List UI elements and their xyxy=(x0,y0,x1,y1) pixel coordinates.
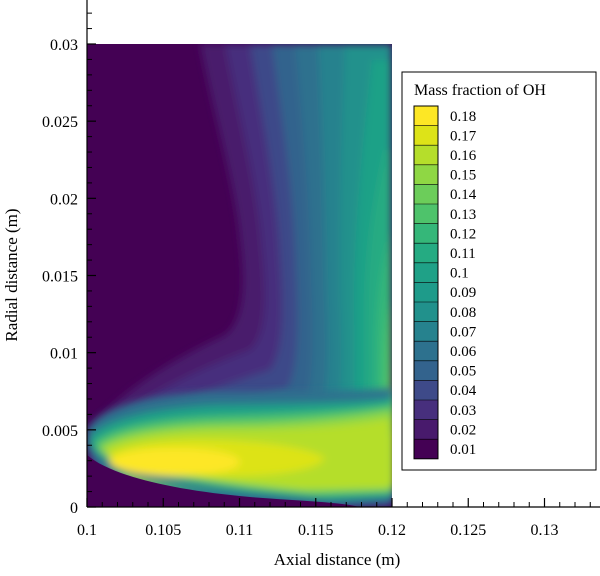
x-tick-label-0: 0.1 xyxy=(77,522,97,539)
colorbar-swatch-12 xyxy=(414,341,438,361)
colorbar-label-10: 0.08 xyxy=(450,305,476,321)
y-tick-label-5: 0.025 xyxy=(42,114,78,131)
contour-field xyxy=(87,44,392,507)
colorbar-label-11: 0.07 xyxy=(450,324,477,340)
colorbar-swatch-14 xyxy=(414,380,438,400)
colorbar-swatch-3 xyxy=(414,164,438,185)
x-tick-label-1: 0.105 xyxy=(145,522,181,539)
y-tick-label-2: 0.01 xyxy=(50,346,78,363)
colorbar-legend: Mass fraction of OH 0.18 0.17 0.16 0.15 0.14… xyxy=(401,71,597,471)
x-tick-label-6: 0.13 xyxy=(531,522,559,539)
legend-swatches: 0.18 0.17 0.16 0.15 0.14 0.13 0.12 0.11 0.1 0.09 0… xyxy=(413,105,477,460)
colorbar-label-6: 0.12 xyxy=(450,226,476,242)
colorbar-swatch-5 xyxy=(414,204,438,224)
y-tick-label-0: 0 xyxy=(70,500,78,517)
colorbar-swatch-4 xyxy=(414,184,438,204)
colorbar-label-3: 0.15 xyxy=(450,168,476,184)
colorbar-swatch-13 xyxy=(414,360,438,381)
x-ticks: 0.1 0.105 0.11 0.115 0.12 0.125 0.13 xyxy=(77,498,591,539)
colorbar-swatch-0 xyxy=(414,106,438,126)
x-tick-label-2: 0.11 xyxy=(226,522,253,539)
colorbar-label-14: 0.04 xyxy=(450,383,477,399)
legend-title: Mass fraction of OH xyxy=(414,82,546,99)
x-tick-label-3: 0.115 xyxy=(298,522,333,539)
colorbar-label-9: 0.09 xyxy=(450,285,476,301)
colorbar-label-8: 0.1 xyxy=(450,266,469,282)
y-tick-label-1: 0.005 xyxy=(42,423,78,440)
colorbar-swatch-10 xyxy=(414,302,438,322)
colorbar-label-1: 0.17 xyxy=(450,128,477,144)
x-axis-title: Axial distance (m) xyxy=(274,550,401,569)
colorbar-label-17: 0.01 xyxy=(450,442,476,458)
colorbar-swatch-7 xyxy=(414,243,438,263)
colorbar-swatch-8 xyxy=(414,262,438,283)
colorbar-swatch-1 xyxy=(414,125,438,146)
colorbar-label-16: 0.02 xyxy=(450,422,476,438)
colorbar-swatch-6 xyxy=(414,223,438,244)
colorbar-swatch-16 xyxy=(414,419,438,440)
colorbar-label-5: 0.13 xyxy=(450,207,476,223)
colorbar-label-2: 0.16 xyxy=(450,148,477,164)
jet-core-peak xyxy=(110,448,240,476)
colorbar-label-13: 0.05 xyxy=(450,364,476,380)
colorbar-label-4: 0.14 xyxy=(450,187,477,203)
colorbar-label-7: 0.11 xyxy=(450,246,476,262)
contour-band-006 xyxy=(105,44,392,495)
x-tick-label-5: 0.125 xyxy=(450,522,486,539)
y-tick-label-6: 0.03 xyxy=(50,37,78,54)
colorbar-label-15: 0.03 xyxy=(450,403,476,419)
lower-dark-region xyxy=(87,455,360,507)
y-ticks: 0 0.005 0.01 0.015 0.02 0.025 0.03 xyxy=(42,12,96,517)
colorbar-swatch-9 xyxy=(414,282,438,302)
colorbar-label-12: 0.06 xyxy=(450,344,477,360)
y-tick-label-3: 0.015 xyxy=(42,269,78,286)
colorbar-swatch-11 xyxy=(414,321,438,342)
y-axis-title: Radial distance (m) xyxy=(2,208,21,341)
x-tick-label-4: 0.12 xyxy=(378,522,406,539)
colorbar-swatch-17 xyxy=(414,439,438,459)
colorbar-outline xyxy=(413,105,439,460)
colorbar-label-0: 0.18 xyxy=(450,109,476,125)
colorbar-swatch-15 xyxy=(414,400,438,420)
y-tick-label-4: 0.02 xyxy=(50,191,78,208)
colorbar-swatch-2 xyxy=(414,145,438,165)
